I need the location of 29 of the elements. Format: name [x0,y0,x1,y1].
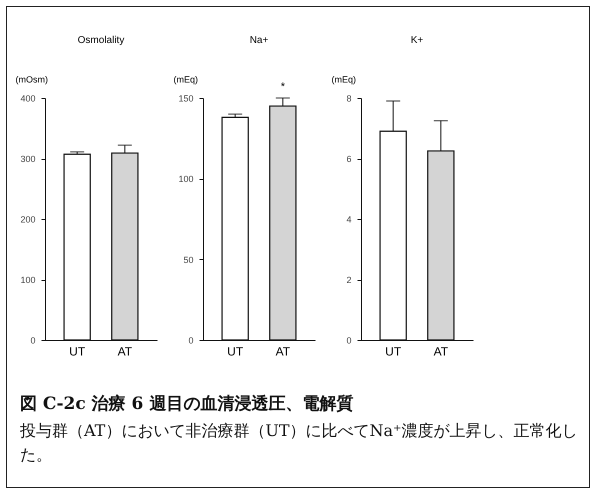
y-axis-title: (mOsm) [16,74,48,84]
y-tick-label: 100 [178,174,194,184]
y-axis-title: (mEq) [174,74,198,84]
annotation: * [280,81,286,93]
x-tick-label: UT [385,344,402,358]
chart-title: Na+ [250,35,268,46]
y-tick-label: 200 [20,214,36,224]
y-axis-title: (mEq) [332,74,356,84]
y-tick-label: 0 [30,336,36,346]
y-tick-label: 400 [20,94,36,104]
y-tick-label: 2 [346,275,352,285]
y-tick-label: 0 [346,336,352,346]
text: 図 C-2c 治療 6 週目の血清浸透圧、電解質 [20,393,354,415]
y-tick-label: 150 [178,94,194,104]
text: 投与群（AT）において非治療群（UT）に比べてNa⁺濃度が上昇し、正常化した。 [20,420,578,466]
y-tick-label: 6 [346,154,352,164]
x-tick-label: UT [69,344,86,358]
chart-title: Osmolality [78,35,124,46]
y-tick-label: 4 [346,214,352,224]
x-tick-label: AT [276,344,291,358]
x-tick-label: AT [434,344,449,358]
y-tick-label: 0 [188,336,194,346]
x-tick-label: AT [118,344,133,358]
y-tick-label: 8 [346,94,352,104]
y-tick-label: 50 [183,254,194,265]
y-tick-label: 300 [20,154,36,164]
x-tick-label: UT [227,344,244,358]
y-tick-label: 100 [20,275,36,285]
chart-title: K+ [410,35,424,46]
